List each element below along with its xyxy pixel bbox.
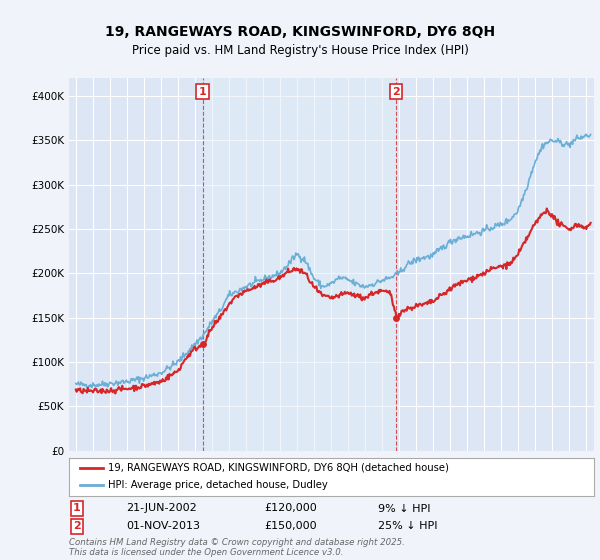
Text: 21-JUN-2002: 21-JUN-2002 [126, 503, 197, 514]
Text: 9% ↓ HPI: 9% ↓ HPI [378, 503, 431, 514]
Text: 25% ↓ HPI: 25% ↓ HPI [378, 521, 437, 531]
Text: 1: 1 [73, 503, 80, 514]
Text: HPI: Average price, detached house, Dudley: HPI: Average price, detached house, Dudl… [109, 480, 328, 491]
Text: 19, RANGEWAYS ROAD, KINGSWINFORD, DY6 8QH: 19, RANGEWAYS ROAD, KINGSWINFORD, DY6 8Q… [105, 25, 495, 39]
Text: Contains HM Land Registry data © Crown copyright and database right 2025.
This d: Contains HM Land Registry data © Crown c… [69, 538, 405, 557]
Text: 01-NOV-2013: 01-NOV-2013 [126, 521, 200, 531]
Text: £120,000: £120,000 [264, 503, 317, 514]
Text: 19, RANGEWAYS ROAD, KINGSWINFORD, DY6 8QH (detached house): 19, RANGEWAYS ROAD, KINGSWINFORD, DY6 8Q… [109, 463, 449, 473]
Text: £150,000: £150,000 [264, 521, 317, 531]
Bar [203, 78, 396, 451]
Text: Price paid vs. HM Land Registry's House Price Index (HPI): Price paid vs. HM Land Registry's House … [131, 44, 469, 57]
Text: 1: 1 [199, 87, 206, 96]
Text: 2: 2 [73, 521, 80, 531]
Text: 2: 2 [392, 87, 400, 96]
